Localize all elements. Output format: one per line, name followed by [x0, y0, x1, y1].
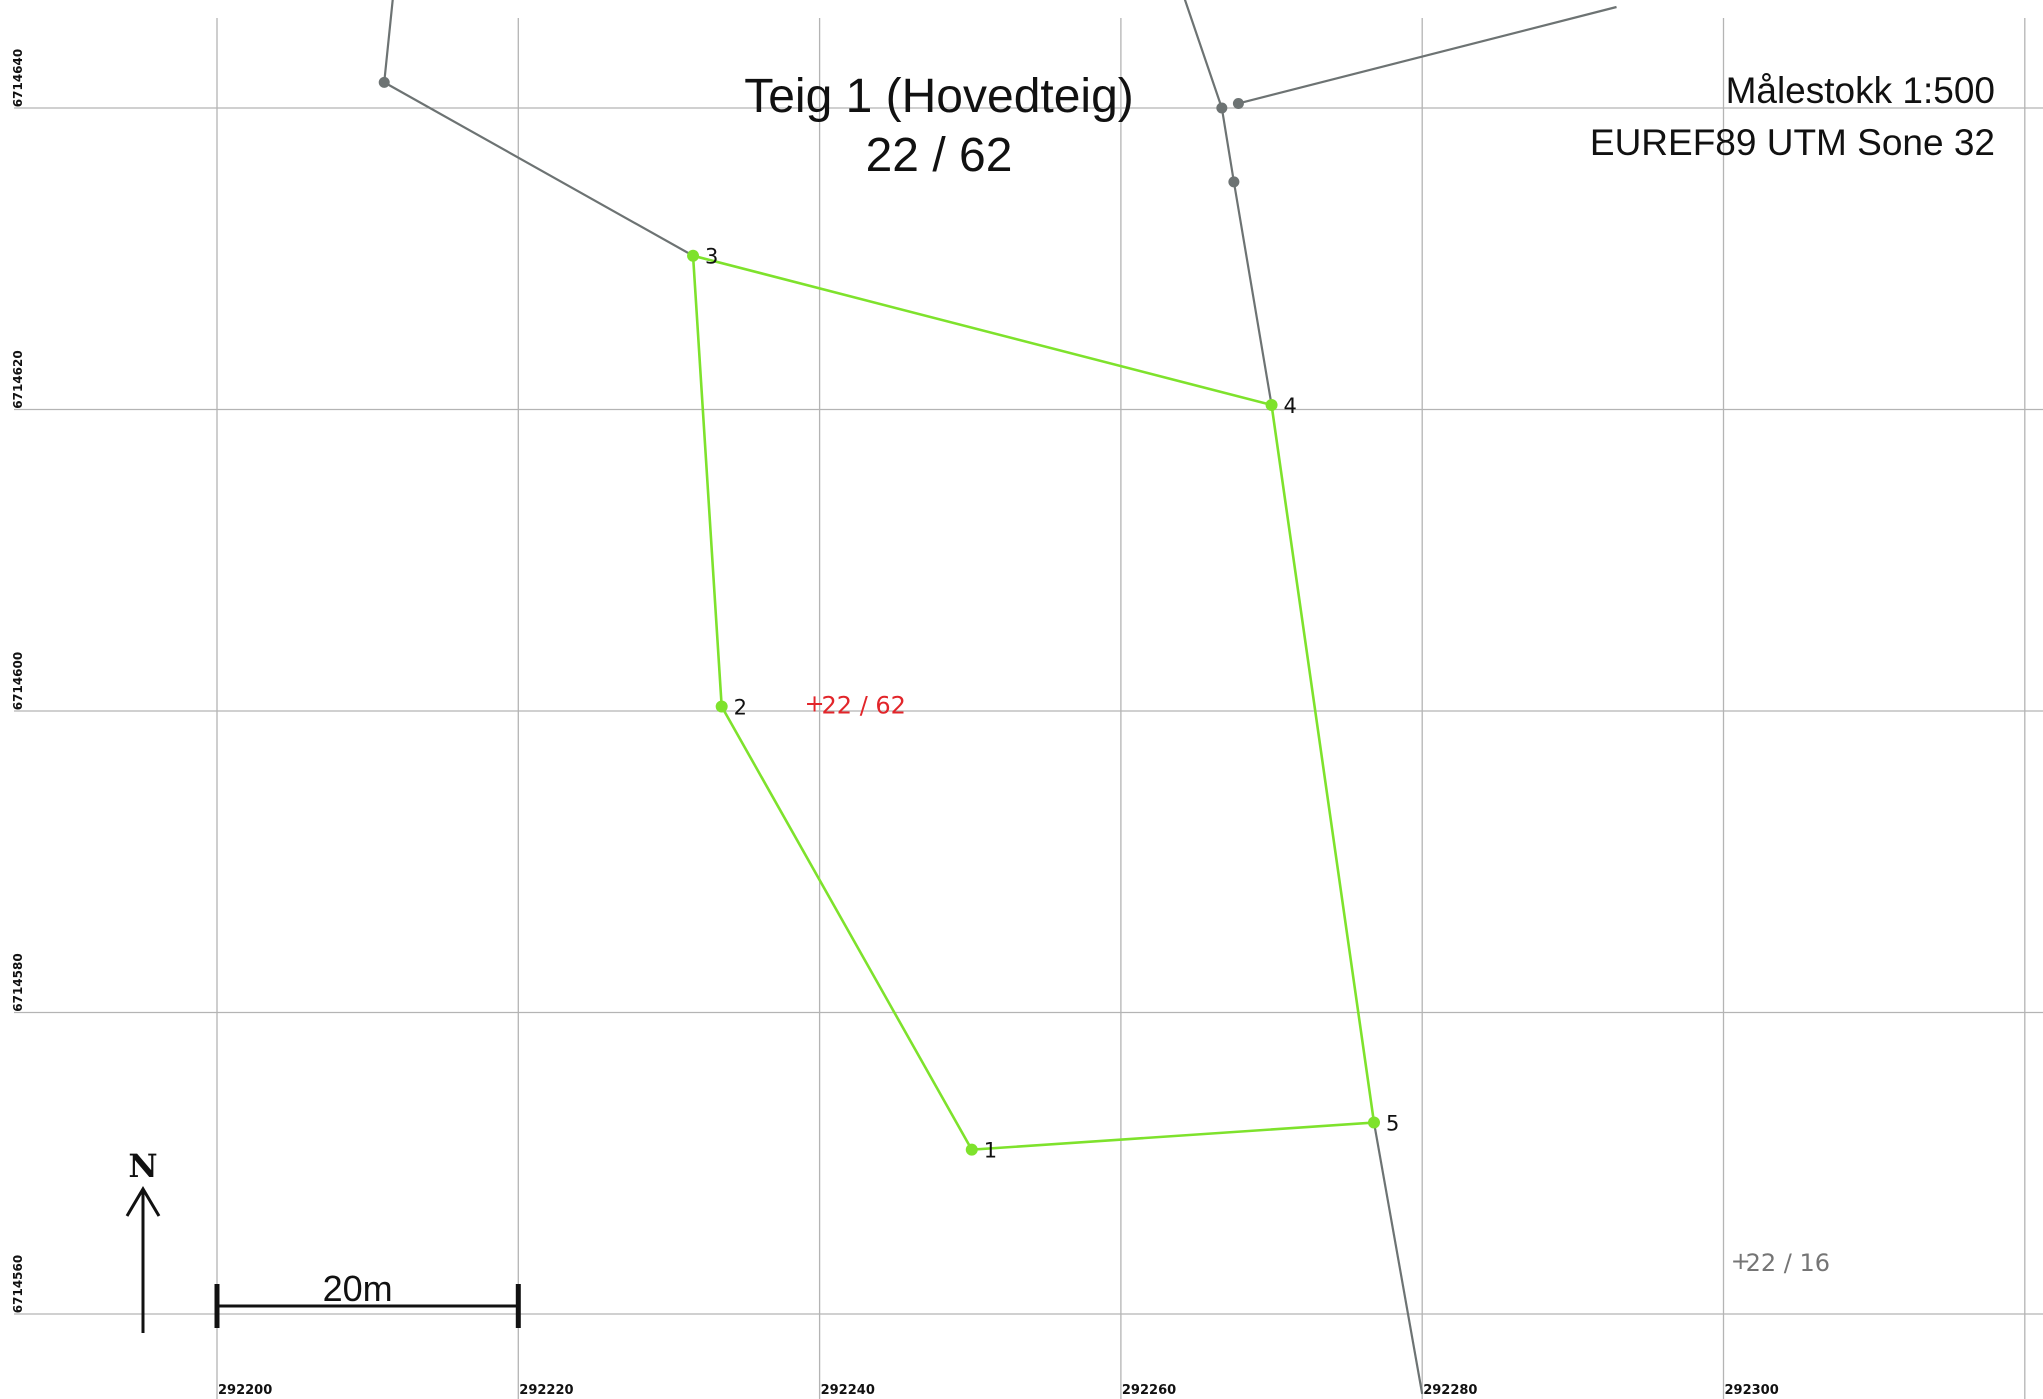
- neighbour-boundary-line: [1238, 5, 1617, 105]
- neighbour-boundary-node: [1216, 102, 1228, 114]
- neighbour-centroid-plus-icon: +: [1731, 1247, 1751, 1275]
- boundary-point-1[interactable]: [965, 1143, 978, 1156]
- boundary-point-5[interactable]: [1367, 1116, 1380, 1129]
- neighbour-boundaries: [378, 0, 1617, 1395]
- neighbour-boundary-line: [1372, 1122, 1424, 1395]
- y-tick-labels: 6714640 6714620 6714600 6714580 6714560: [11, 49, 25, 1313]
- map-title: Teig 1 (Hovedteig): [744, 70, 1134, 123]
- neighbour-boundary-line: [1183, 0, 1273, 406]
- boundary-point-2[interactable]: [715, 700, 728, 713]
- parcel-id-marker: + 22 / 62: [805, 689, 906, 719]
- boundary-point-label-4: 4: [1284, 394, 1297, 418]
- boundary-point-4[interactable]: [1265, 398, 1278, 411]
- boundary-point-label-2: 2: [734, 695, 747, 719]
- parcel-polygon[interactable]: [691, 254, 1376, 1152]
- neighbour-parcel-marker: + 22 / 16: [1731, 1247, 1830, 1277]
- scale-text: Målestokk 1:500: [1726, 70, 1995, 111]
- north-arrow: N: [125, 1147, 161, 1333]
- neighbour-boundary-node: [1232, 97, 1244, 109]
- projection-text: EUREF89 UTM Sone 32: [1590, 122, 1995, 163]
- boundary-point-label-5: 5: [1386, 1112, 1399, 1136]
- north-arrow-head-icon: [125, 1186, 161, 1217]
- x-tick-label: 292260: [1122, 1383, 1176, 1398]
- neighbour-boundary-node: [378, 76, 390, 88]
- neighbour-boundary-node: [1228, 176, 1240, 188]
- x-tick-label: 292220: [519, 1383, 573, 1398]
- map-subtitle: 22 / 62: [866, 129, 1013, 182]
- neighbour-parcel-label: 22 / 16: [1746, 1249, 1830, 1277]
- coordinate-grid: [14, 18, 2043, 1399]
- scale-bar-label: 20m: [323, 1268, 393, 1309]
- y-tick-label: 6714640: [11, 49, 25, 107]
- x-tick-labels: 292200 292220 292240 292260 292280 292300: [218, 1383, 1779, 1398]
- y-tick-label: 6714600: [11, 652, 25, 710]
- y-tick-label: 6714620: [11, 350, 25, 408]
- x-tick-label: 292200: [218, 1383, 272, 1398]
- y-tick-label: 6714580: [11, 953, 25, 1011]
- parcel-id-label: 22 / 62: [822, 691, 906, 719]
- x-tick-label: 292280: [1423, 1383, 1477, 1398]
- x-tick-label: 292240: [821, 1383, 875, 1398]
- y-tick-label: 6714560: [11, 1255, 25, 1313]
- x-tick-label: 292300: [1725, 1383, 1779, 1398]
- parcel-boundary: 1 2 3 4 5: [687, 245, 1399, 1163]
- boundary-point-3[interactable]: [687, 249, 700, 262]
- boundary-point-label-1: 1: [984, 1139, 997, 1163]
- north-label: N: [128, 1147, 157, 1185]
- neighbour-boundary-line: [383, 0, 694, 257]
- scale-bar: 20m: [214, 1268, 521, 1328]
- parcel-centroid-plus-icon: +: [805, 689, 825, 717]
- boundary-point-label-3: 3: [705, 245, 718, 269]
